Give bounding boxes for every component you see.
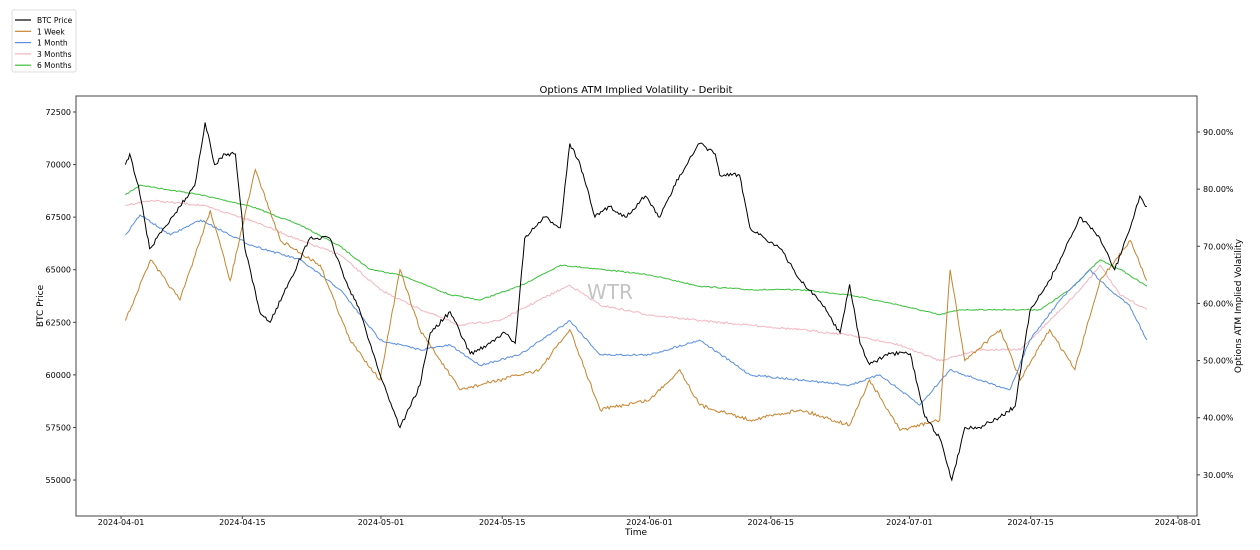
y-left-tick-label: 62500 bbox=[46, 318, 71, 327]
legend-label: 3 Months bbox=[37, 50, 72, 59]
y-right-tick-label: 50.00% bbox=[1203, 357, 1234, 366]
watermark: WTR bbox=[587, 280, 633, 304]
legend: BTC Price 1 Week 1 Month 3 Months 6 Months bbox=[11, 9, 77, 73]
x-tick-label: 2024-04-15 bbox=[219, 518, 266, 527]
y-left-tick-label: 57500 bbox=[46, 423, 71, 432]
y-left-tick-label: 55000 bbox=[46, 476, 71, 485]
y-left-tick-label: 67500 bbox=[46, 213, 71, 222]
y-right-tick-label: 70.00% bbox=[1203, 242, 1234, 251]
legend-box bbox=[11, 9, 77, 73]
plot-frame bbox=[75, 95, 1198, 517]
y-left-axis-label: BTC Price bbox=[36, 284, 46, 327]
legend-label: 1 Month bbox=[37, 39, 68, 48]
x-tick-label: 2024-06-15 bbox=[748, 518, 795, 527]
legend-label: BTC Price bbox=[37, 16, 73, 25]
y-right-tick-label: 80.00% bbox=[1203, 185, 1234, 194]
series-line-1-week bbox=[124, 168, 1148, 431]
y-left-tick-label: 65000 bbox=[46, 266, 71, 275]
x-tick-label: 2024-06-01 bbox=[626, 518, 673, 527]
x-tick-label: 2024-07-15 bbox=[1007, 518, 1054, 527]
y-right-tick-label: 90.00% bbox=[1203, 128, 1234, 137]
legend-label: 1 Week bbox=[37, 27, 65, 36]
y-right-tick-label: 30.00% bbox=[1203, 471, 1234, 480]
series-line-btc-price bbox=[124, 122, 1147, 482]
y-left-tick-label: 70000 bbox=[46, 161, 71, 170]
y-right-axis-label: Options ATM Implied Volatility bbox=[1234, 238, 1244, 373]
x-tick-label: 2024-07-01 bbox=[886, 518, 933, 527]
series-line-3-months bbox=[125, 199, 1148, 362]
y-left-tick-label: 72500 bbox=[46, 108, 71, 117]
legend-label: 6 Months bbox=[37, 61, 72, 70]
x-tick-label: 2024-08-01 bbox=[1155, 518, 1202, 527]
chart-title: Options ATM Implied Volatility - Deribit bbox=[540, 85, 733, 96]
series-line-6-months bbox=[125, 184, 1148, 316]
y-right-tick-label: 40.00% bbox=[1203, 414, 1234, 423]
x-tick-label: 2024-05-15 bbox=[479, 518, 526, 527]
series-line-1-month bbox=[125, 214, 1148, 406]
x-axis-label: Time bbox=[624, 528, 647, 538]
x-tick-label: 2024-05-01 bbox=[358, 518, 405, 527]
x-tick-label: 2024-04-01 bbox=[98, 518, 145, 527]
y-left-tick-label: 60000 bbox=[46, 371, 71, 380]
y-right-tick-label: 60.00% bbox=[1203, 299, 1234, 308]
